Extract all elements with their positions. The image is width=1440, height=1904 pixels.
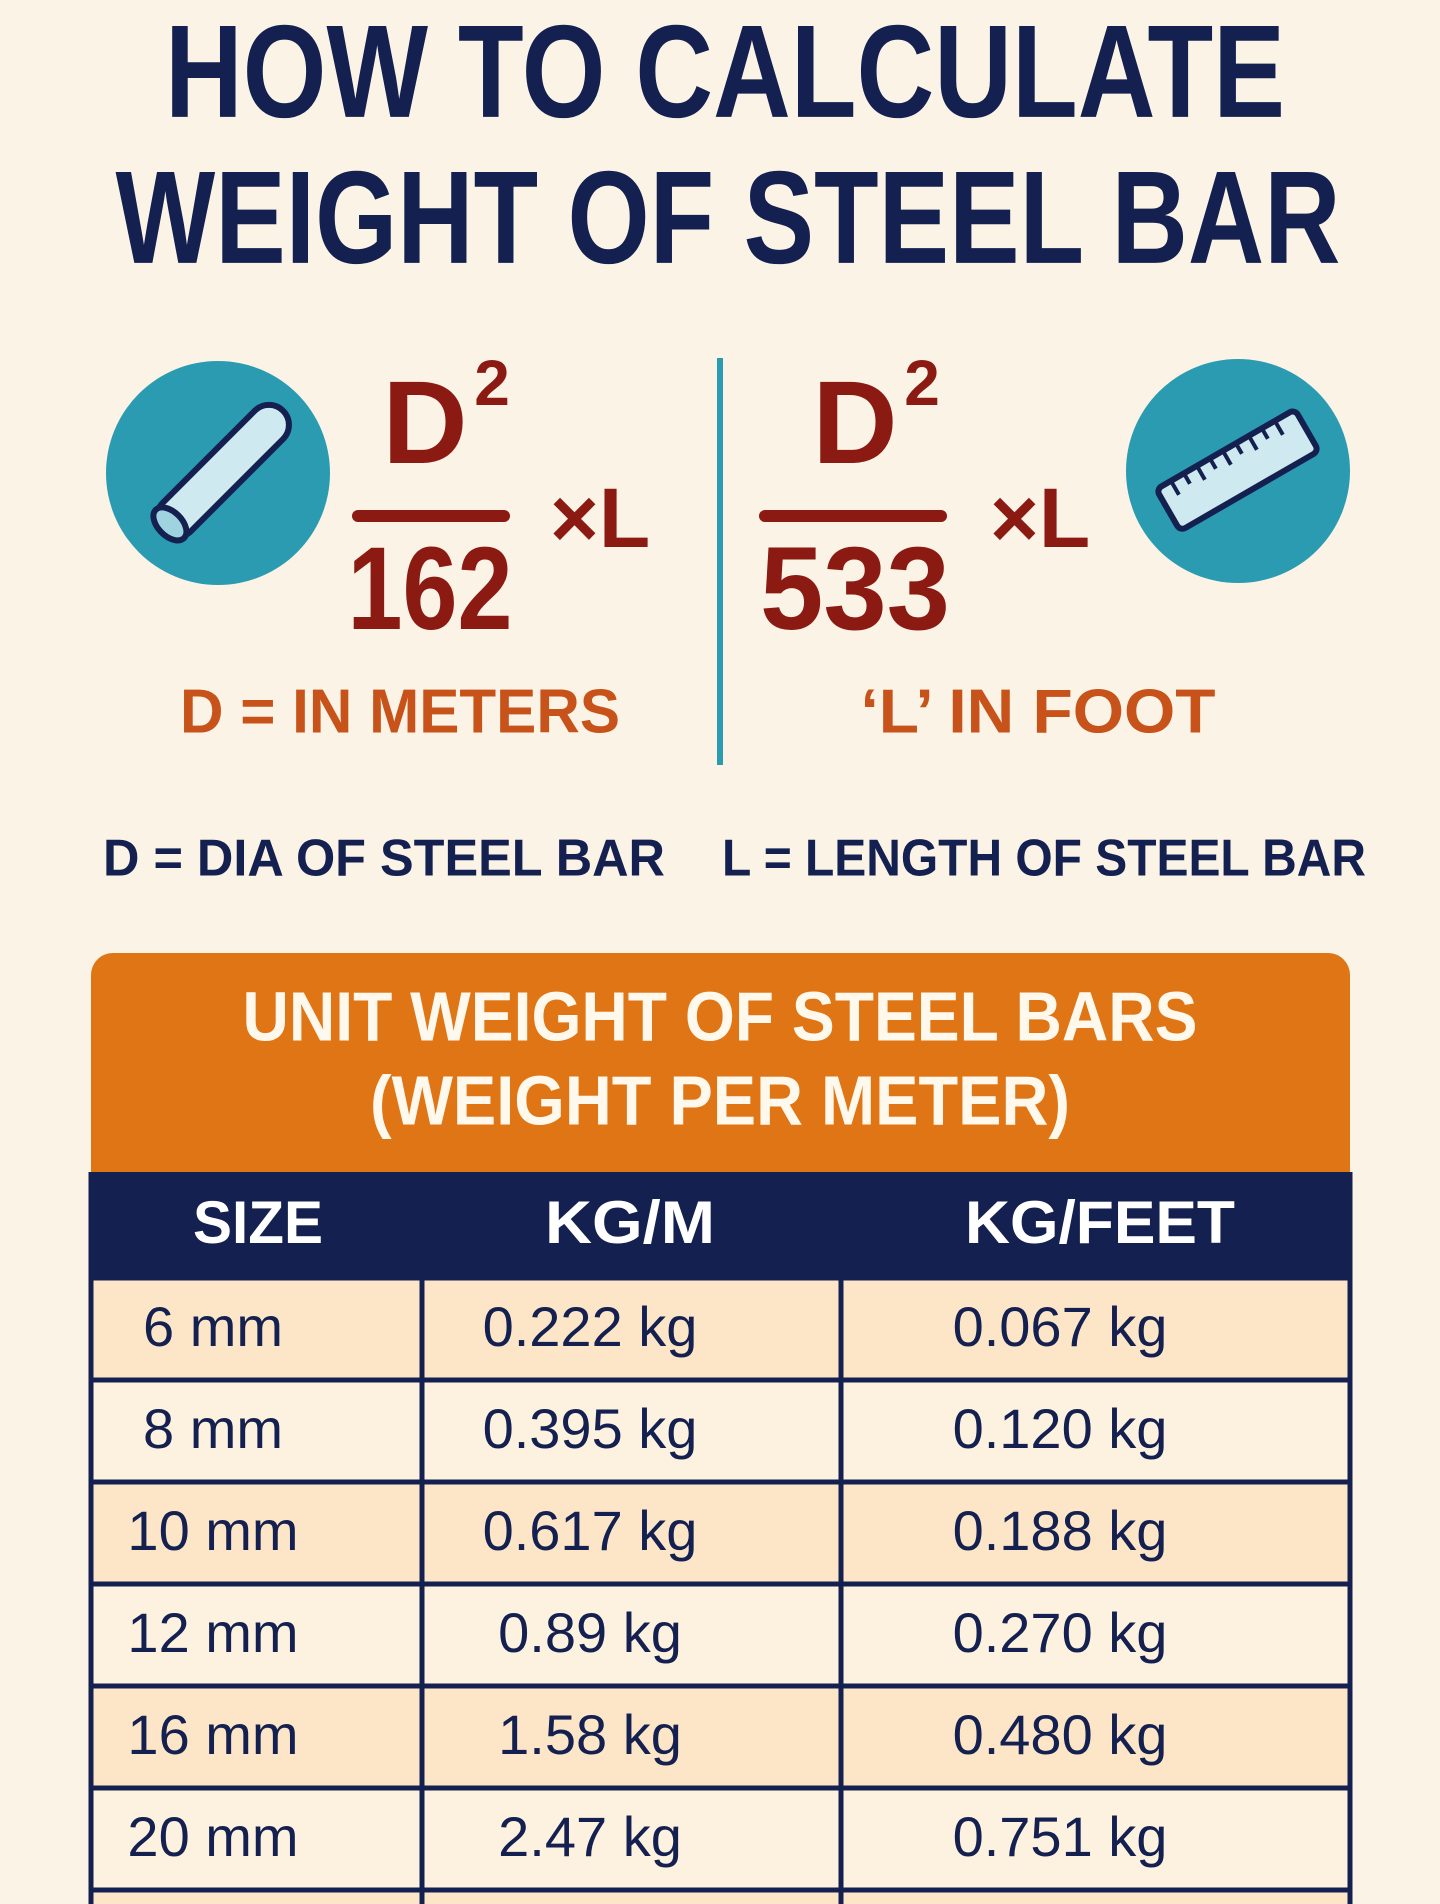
table-cell: 0.617 kg <box>483 1499 698 1562</box>
bar-icon <box>106 361 330 585</box>
table-cell: 2.47 kg <box>498 1805 682 1868</box>
legend-item: L = LENGTH OF STEEL BAR <box>722 830 1366 888</box>
table-cell: 1.58 kg <box>498 1703 682 1766</box>
table-title-band <box>91 953 1350 1172</box>
table-cell: 0.222 kg <box>483 1295 698 1358</box>
table-cell: 0.395 kg <box>483 1397 698 1460</box>
table-cell: 0.270 kg <box>953 1601 1168 1664</box>
exponent: 2 <box>904 347 940 419</box>
table-cell: 20 mm <box>127 1805 298 1868</box>
unit-note: ‘L’ IN FOOT <box>861 677 1216 746</box>
unit-note: D = IN METERS <box>180 677 620 746</box>
title-line: WEIGHT OF STEEL BAR <box>116 144 1341 291</box>
table-row <box>91 1278 1350 1380</box>
column-header: KG/FEET <box>965 1189 1235 1256</box>
table: SIZE KG/M KG/FEET 6 mm 0.222 kg 0.067 kg 8 mm 0… <box>88 1172 1353 1904</box>
fraction-bar <box>759 510 947 522</box>
legend-item: D = DIA OF STEEL BAR <box>103 830 665 888</box>
table-row <box>91 1482 1350 1584</box>
table-title: UNIT WEIGHT OF STEEL BARS <box>243 977 1198 1055</box>
table-cell: 0.480 kg <box>953 1703 1168 1766</box>
column-header-band <box>91 1172 1350 1278</box>
table-cell: 8 mm <box>143 1397 283 1460</box>
table-cell: 0.067 kg <box>953 1295 1168 1358</box>
table-cell: 0.120 kg <box>953 1397 1168 1460</box>
column-header: KG/M <box>545 1189 715 1256</box>
table-cell: 16 mm <box>127 1703 298 1766</box>
table-cell: 0.89 kg <box>498 1601 682 1664</box>
table-cell: 0.188 kg <box>953 1499 1168 1562</box>
table-cell: 10 mm <box>127 1499 298 1562</box>
fraction-bar <box>352 510 510 522</box>
numerator: D <box>812 357 897 489</box>
multiplier: ×L <box>550 471 650 565</box>
table-row <box>91 1686 1350 1788</box>
table-cell: 6 mm <box>143 1295 283 1358</box>
numerator: D <box>382 357 467 489</box>
table-title: (WEIGHT PER METER) <box>370 1061 1070 1139</box>
table-row <box>91 1584 1350 1686</box>
table-row <box>91 1380 1350 1482</box>
table-row <box>91 1890 1350 1904</box>
ruler-icon <box>1126 359 1350 583</box>
denominator: 162 <box>348 523 513 655</box>
table-cell: 0.751 kg <box>953 1805 1168 1868</box>
column-header: SIZE <box>193 1189 323 1256</box>
exponent: 2 <box>474 347 510 419</box>
multiplier: ×L <box>990 471 1090 565</box>
title-line: HOW TO CALCULATE <box>165 0 1285 145</box>
denominator: 533 <box>760 523 950 655</box>
table-cell: 12 mm <box>127 1601 298 1664</box>
table-row <box>91 1788 1350 1890</box>
